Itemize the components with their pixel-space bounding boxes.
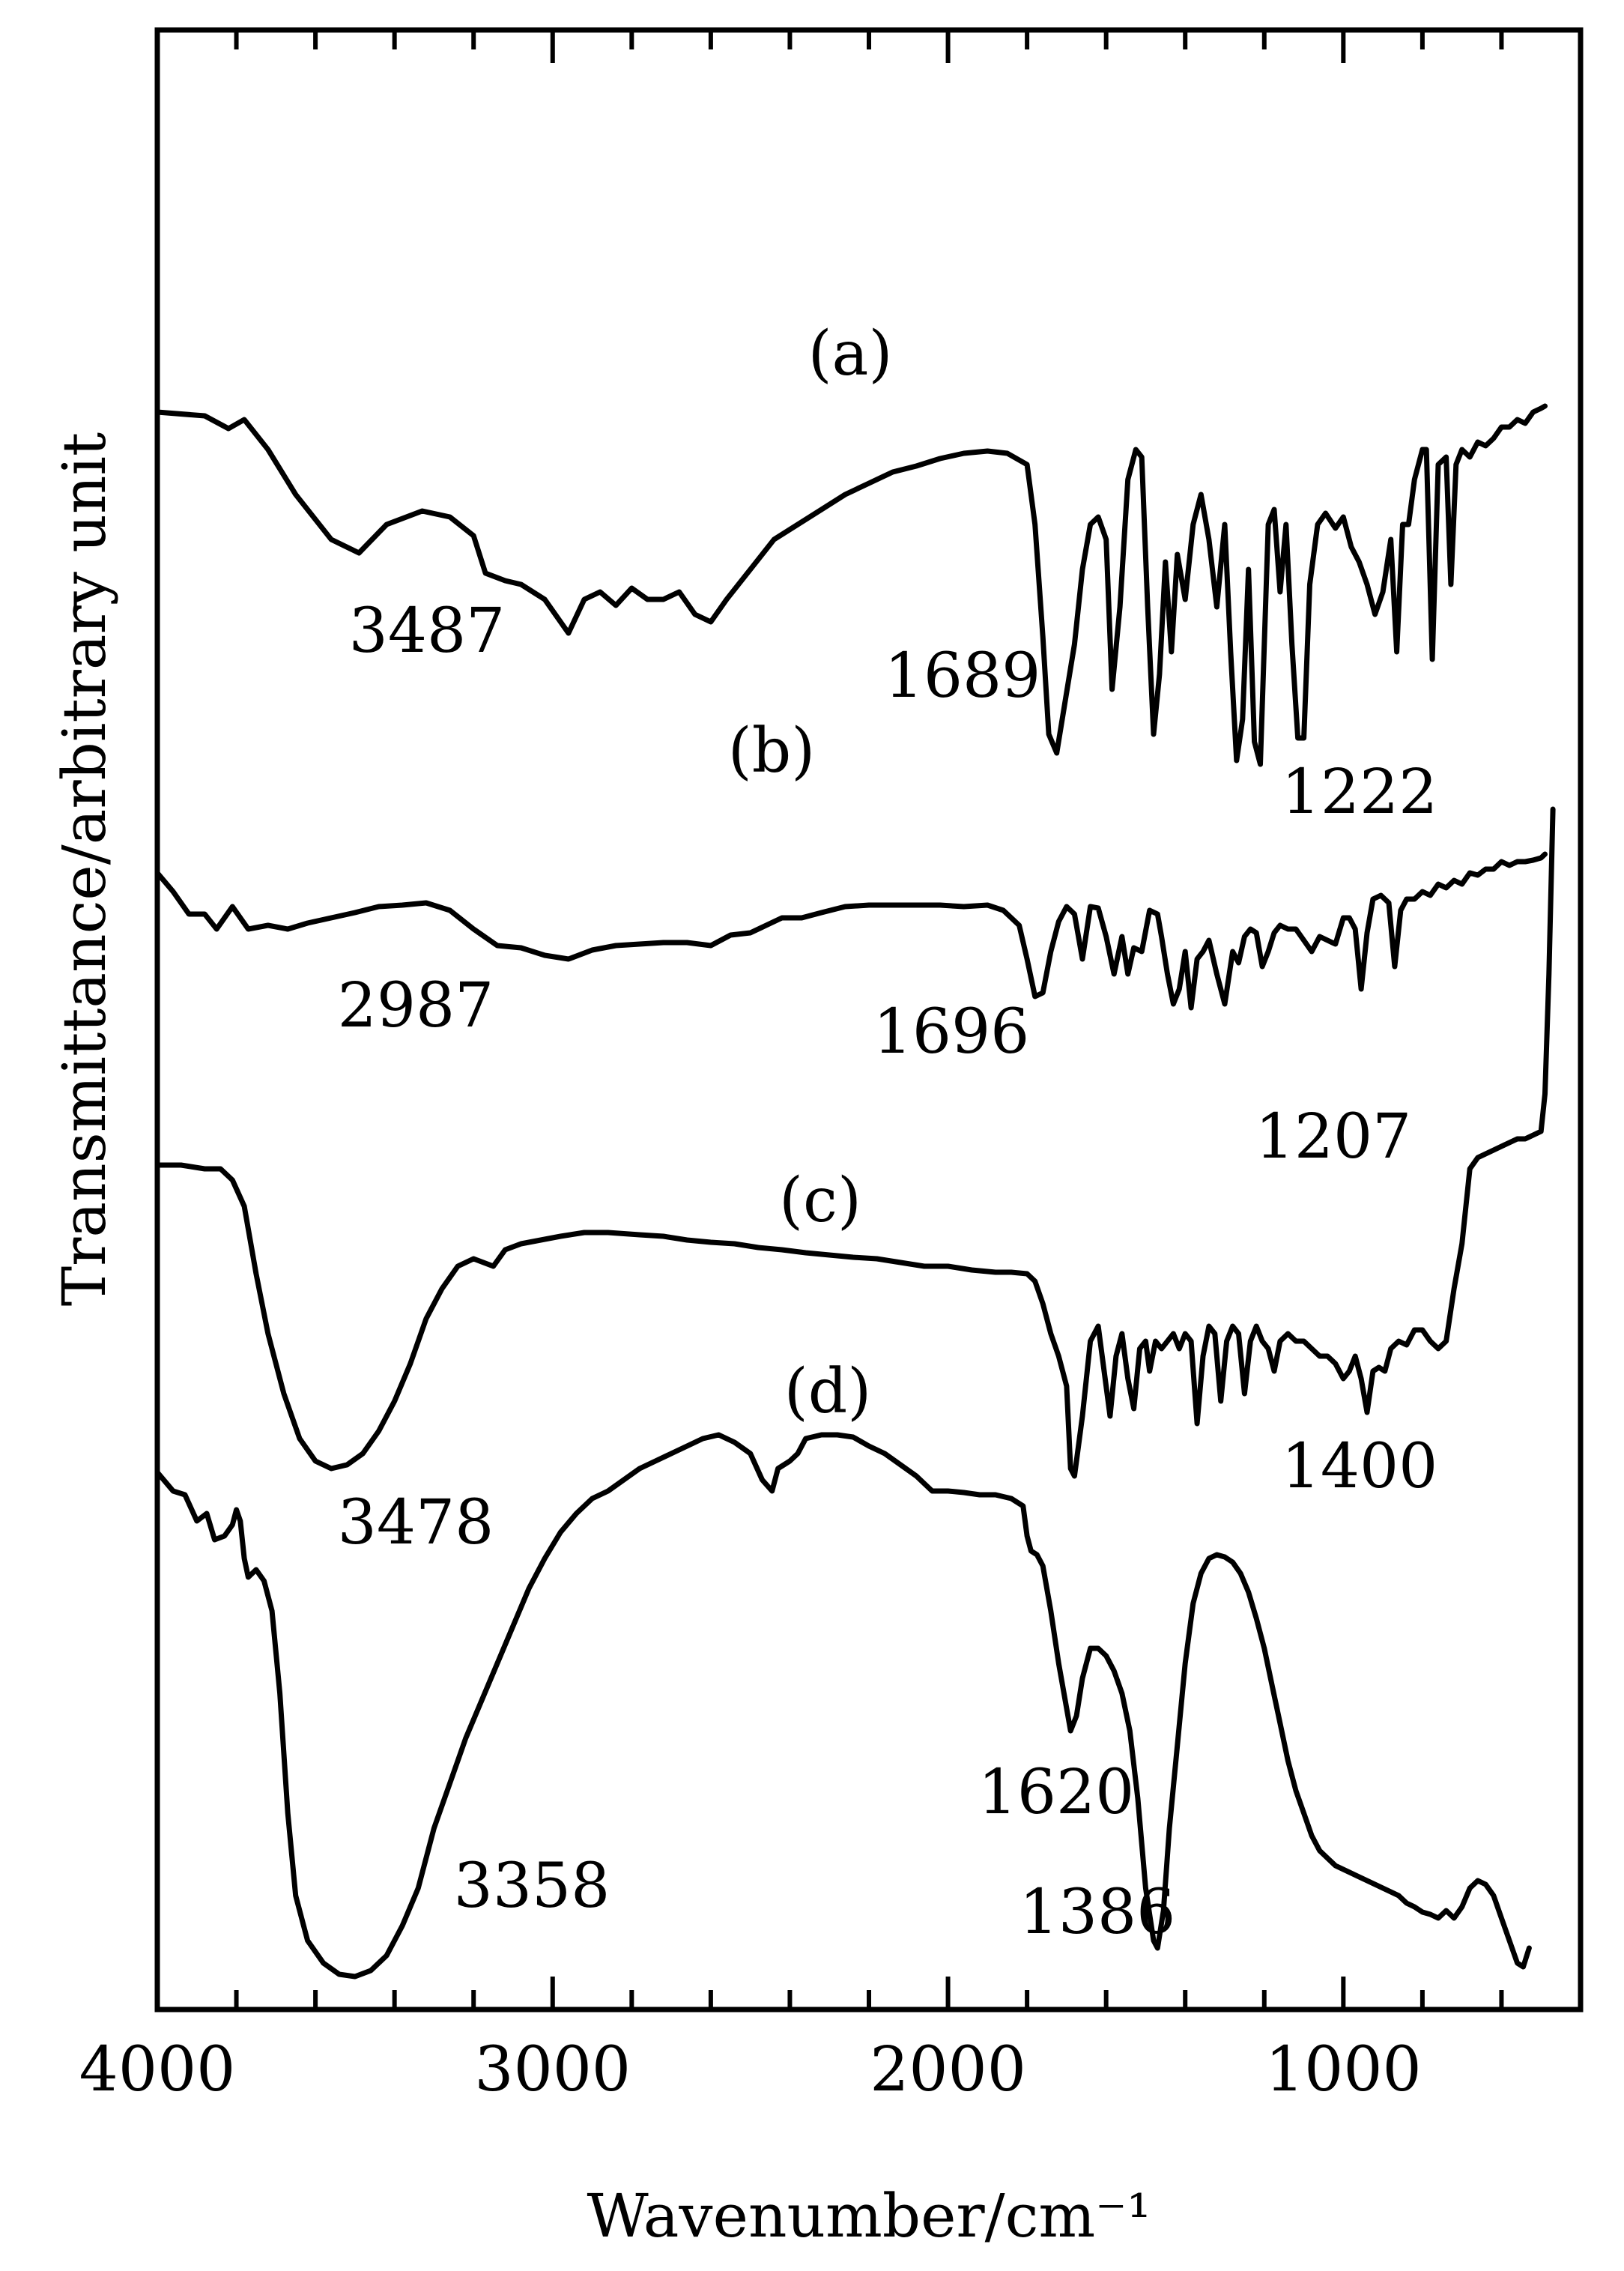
peak-label: 1689 <box>885 641 1041 712</box>
x-tick-label: 1000 <box>1265 2034 1422 2105</box>
spectrum-line-3 <box>154 806 1556 1479</box>
x-axis-title: Wavenumber/cm⁻¹ <box>587 2181 1151 2251</box>
peak-label: 1207 <box>1255 1101 1412 1173</box>
series-label: (d) <box>784 1356 871 1427</box>
peak-label: 3478 <box>338 1487 494 1558</box>
y-axis-title: Transmittance/arbitrary unit <box>49 432 119 1306</box>
spectrum-line-4 <box>154 1432 1532 1980</box>
x-tick-label: 3000 <box>474 2034 631 2105</box>
spectrum-line-2 <box>154 851 1548 1011</box>
series-label: (a) <box>808 318 893 390</box>
series-label: (c) <box>779 1165 861 1236</box>
spectrum-line-1 <box>154 403 1548 767</box>
peak-labels: 3487 1689 1222 2987 1696 1207 3478 1400 3358 1620… <box>338 596 1438 1948</box>
x-tick-label: 2000 <box>870 2034 1026 2105</box>
peak-label: 2987 <box>338 970 494 1041</box>
x-axis-tick-labels: 4000 3000 2000 1000 <box>79 2034 1422 2105</box>
x-axis-ticks <box>155 30 1583 2010</box>
spectra <box>154 403 1556 1980</box>
peak-label: 1386 <box>1019 1877 1176 1948</box>
series-label: (b) <box>728 716 815 787</box>
peak-label: 1400 <box>1282 1431 1438 1502</box>
series-labels: (a) (b) (c) (d) <box>728 318 893 1427</box>
peak-label: 3358 <box>454 1851 610 1922</box>
peak-label: 1696 <box>873 997 1030 1068</box>
peak-label: 1620 <box>978 1757 1135 1828</box>
peak-label: 1222 <box>1282 757 1438 828</box>
x-tick-label: 4000 <box>79 2034 236 2105</box>
peak-label: 3487 <box>349 596 506 667</box>
